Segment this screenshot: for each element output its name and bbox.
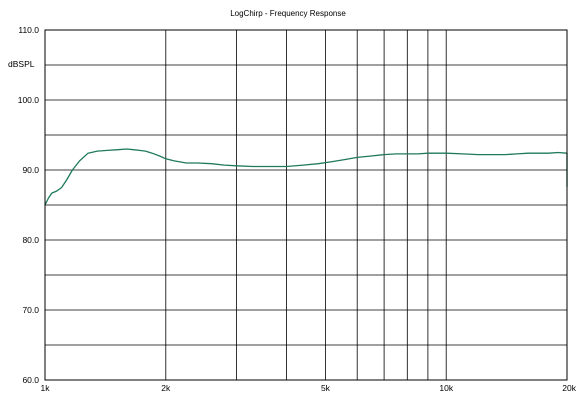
chart-title: LogChirp - Frequency Response: [230, 9, 346, 18]
x-tick-label: 1k: [41, 383, 51, 393]
plot-frame: [44, 29, 568, 381]
x-tick-label: 2k: [161, 383, 171, 393]
y-tick-label: 90.0: [22, 165, 39, 175]
frequency-response-line: [44, 148, 568, 206]
x-tick-label: 5k: [321, 383, 331, 393]
grid: [44, 29, 568, 381]
y-tick-label: 60.0: [22, 375, 39, 385]
x-tick-labels: 1k 2k 5k 10k 20k: [41, 383, 576, 393]
y-axis-label: dBSPL: [8, 59, 35, 69]
y-tick-labels: 110.0 100.0 90.0 80.0 70.0 60.0: [18, 25, 40, 385]
x-tick-label: 20k: [562, 383, 576, 393]
y-tick-label: 70.0: [22, 305, 39, 315]
y-tick-label: 100.0: [18, 95, 40, 105]
x-tick-label: 10k: [439, 383, 453, 393]
y-tick-label: 80.0: [22, 235, 39, 245]
y-tick-label: 110.0: [18, 25, 39, 35]
series-group: [44, 148, 568, 206]
